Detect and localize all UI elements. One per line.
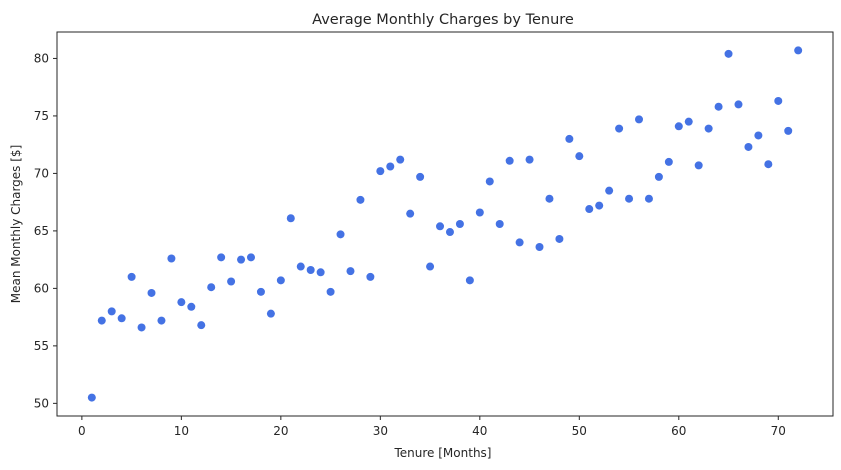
x-tick-label: 30 — [373, 424, 388, 438]
data-point — [386, 162, 395, 171]
y-tick-label: 60 — [34, 281, 49, 295]
data-point — [286, 214, 295, 223]
data-point — [774, 96, 783, 105]
data-point — [784, 126, 793, 135]
data-point — [674, 122, 683, 131]
data-point — [684, 117, 693, 126]
x-tick-label: 70 — [771, 424, 786, 438]
data-point — [545, 194, 554, 203]
plot-area — [56, 31, 834, 417]
data-point — [724, 49, 733, 58]
data-point — [336, 230, 345, 239]
x-tick-label: 60 — [671, 424, 686, 438]
data-point — [147, 288, 156, 297]
data-point — [426, 262, 435, 271]
data-point — [644, 194, 653, 203]
data-point — [247, 253, 255, 262]
y-tick-label: 75 — [34, 109, 49, 123]
y-axis-label: Mean Monthly Charges [$] — [9, 145, 23, 304]
x-axis: 0 10 20 30 40 50 60 70 — [78, 416, 786, 438]
data-point — [276, 276, 285, 285]
data-point — [197, 321, 206, 330]
data-point — [635, 115, 643, 124]
data-point — [794, 46, 803, 55]
data-point — [694, 161, 703, 170]
data-point — [237, 255, 246, 264]
data-point — [744, 142, 753, 151]
data-point — [356, 195, 365, 204]
data-point — [555, 234, 564, 243]
data-point — [605, 186, 614, 195]
data-point — [525, 155, 534, 164]
data-point — [475, 208, 484, 217]
x-tick-label: 10 — [174, 424, 189, 438]
data-point — [585, 205, 594, 214]
data-point — [615, 124, 624, 133]
data-point — [515, 238, 524, 247]
data-point — [207, 283, 216, 292]
data-points — [87, 46, 803, 402]
data-point — [316, 268, 325, 277]
data-point — [296, 262, 305, 271]
data-point — [704, 124, 713, 133]
data-point — [565, 134, 574, 143]
data-point — [416, 172, 425, 181]
data-point — [376, 167, 385, 176]
data-point — [266, 309, 275, 318]
data-point — [157, 316, 166, 325]
data-point — [137, 323, 146, 332]
data-point — [97, 316, 106, 325]
data-point — [445, 228, 454, 237]
data-point — [465, 276, 474, 285]
data-point — [455, 220, 464, 228]
data-point — [177, 298, 186, 307]
chart-title: Average Monthly Charges by Tenure — [312, 12, 574, 28]
x-tick-label: 40 — [472, 424, 487, 438]
data-point — [754, 131, 763, 140]
y-tick-label: 50 — [34, 396, 49, 410]
data-point — [764, 160, 773, 169]
x-tick-label: 50 — [572, 424, 587, 438]
data-point — [187, 302, 196, 311]
data-point — [256, 287, 265, 296]
data-point — [575, 152, 584, 161]
data-point — [217, 253, 226, 262]
data-point — [366, 272, 375, 281]
y-tick-label: 55 — [34, 339, 49, 353]
data-point — [535, 242, 544, 251]
data-point — [714, 102, 723, 111]
data-point — [734, 100, 743, 109]
data-point — [167, 254, 176, 263]
data-point — [654, 172, 663, 181]
data-point — [117, 314, 126, 323]
y-tick-label: 65 — [34, 224, 49, 238]
data-point — [396, 155, 405, 164]
data-point — [406, 209, 415, 218]
data-point — [107, 307, 116, 316]
y-axis: 50 55 60 65 70 75 80 — [34, 51, 57, 410]
x-tick-label: 0 — [78, 424, 86, 438]
y-tick-label: 80 — [34, 51, 49, 65]
data-point — [625, 194, 634, 203]
data-point — [505, 156, 514, 165]
data-point — [495, 220, 504, 228]
data-point — [87, 393, 96, 402]
data-point — [127, 272, 136, 281]
x-axis-label: Tenure [Months] — [394, 446, 492, 460]
data-point — [664, 157, 673, 166]
y-tick-label: 70 — [34, 166, 49, 180]
data-point — [326, 287, 335, 296]
data-point — [595, 201, 604, 210]
data-point — [346, 267, 355, 276]
x-tick-label: 20 — [273, 424, 288, 438]
data-point — [436, 222, 445, 231]
data-point — [306, 265, 315, 274]
data-point — [227, 277, 236, 286]
data-point — [485, 177, 494, 186]
